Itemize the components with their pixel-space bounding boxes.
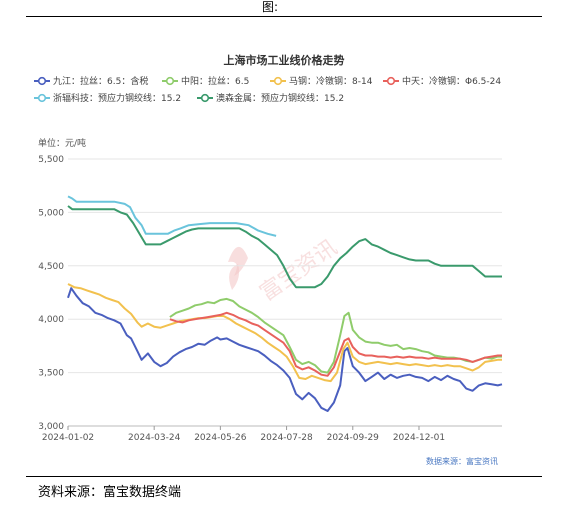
legend-label: 马钢：冷镦钢：8-14 xyxy=(289,75,373,87)
legend-label: 澳森金属：预应力钢绞线：15.2 xyxy=(216,92,344,104)
chart-source-footnote: 数据来源：富宝资讯 xyxy=(426,456,498,466)
x-tick-label: 2024-07-28 xyxy=(260,433,313,443)
figure-label: 图: xyxy=(261,0,279,14)
y-axis-ticks: 3,000 3,500 4,000 4,500 5,000 5,500 xyxy=(38,155,64,432)
bottom-rule xyxy=(26,476,542,477)
source-note: 资料来源：富宝数据终端 xyxy=(38,485,182,500)
x-tick-label: 2024-09-29 xyxy=(327,433,380,443)
legend-label: 中天：冷镦钢：Φ6.5-24 xyxy=(402,75,501,87)
x-axis-ticks: 2024-01-02 2024-03-24 2024-05-26 2024-07-28… xyxy=(42,426,445,443)
series-line xyxy=(67,283,502,383)
x-tick-label: 2024-01-02 xyxy=(42,433,94,443)
y-tick-label: 4,000 xyxy=(38,315,64,325)
series-line xyxy=(169,297,502,374)
gridlines xyxy=(68,158,502,427)
legend-item: 澳森金属：预应力钢绞线：15.2 xyxy=(197,92,344,104)
legend-item: 马钢：冷镦钢：8-14 xyxy=(270,75,373,87)
y-tick-label: 5,500 xyxy=(38,155,64,165)
watermark-text: 富宝资讯 xyxy=(256,235,342,306)
y-tick-label: 4,500 xyxy=(38,262,64,272)
series-line xyxy=(67,205,502,289)
y-tick-label: 3,500 xyxy=(38,369,64,379)
legend-swatch-marker xyxy=(273,76,283,86)
watermark-logo-icon xyxy=(228,246,248,290)
legend-item: 中阳：拉丝：6.5 xyxy=(162,75,249,87)
legend-label: 九江：拉丝：6.5：含税 xyxy=(53,75,148,87)
legend-swatch-marker xyxy=(165,76,175,86)
y-tick-label: 3,000 xyxy=(38,422,64,432)
legend-item: 九江：拉丝：6.5：含税 xyxy=(34,75,148,87)
legend-swatch-marker xyxy=(200,93,210,103)
legend-label: 中阳：拉丝：6.5 xyxy=(181,75,249,87)
legend-swatch-marker xyxy=(386,76,396,86)
y-tick-label: 5,000 xyxy=(38,208,64,218)
legend-swatch-marker xyxy=(37,76,47,86)
legend-item: 中天：冷镦钢：Φ6.5-24 xyxy=(383,75,501,87)
legend: 九江：拉丝：6.5：含税 中阳：拉丝：6.5 马钢：冷镦钢：8-14 中天：冷镦钢：Φ… xyxy=(34,75,501,104)
legend-swatch-marker xyxy=(37,93,47,103)
series-line xyxy=(67,287,503,412)
y-axis-unit-label: 单位：元/吨 xyxy=(38,137,86,149)
series-lines xyxy=(67,195,503,412)
legend-item: 浙辐科技：预应力钢绞线：15.2 xyxy=(34,92,181,104)
series-line xyxy=(67,195,277,237)
legend-label: 浙辐科技：预应力钢绞线：15.2 xyxy=(53,92,181,104)
chart-title: 上海市场工业线价格走势 xyxy=(224,53,345,67)
x-tick-label: 2024-05-26 xyxy=(194,433,247,443)
top-rule xyxy=(26,16,542,17)
series-line xyxy=(169,311,502,377)
x-tick-label: 2024-12-01 xyxy=(393,433,445,443)
x-tick-label: 2024-03-24 xyxy=(128,433,181,443)
